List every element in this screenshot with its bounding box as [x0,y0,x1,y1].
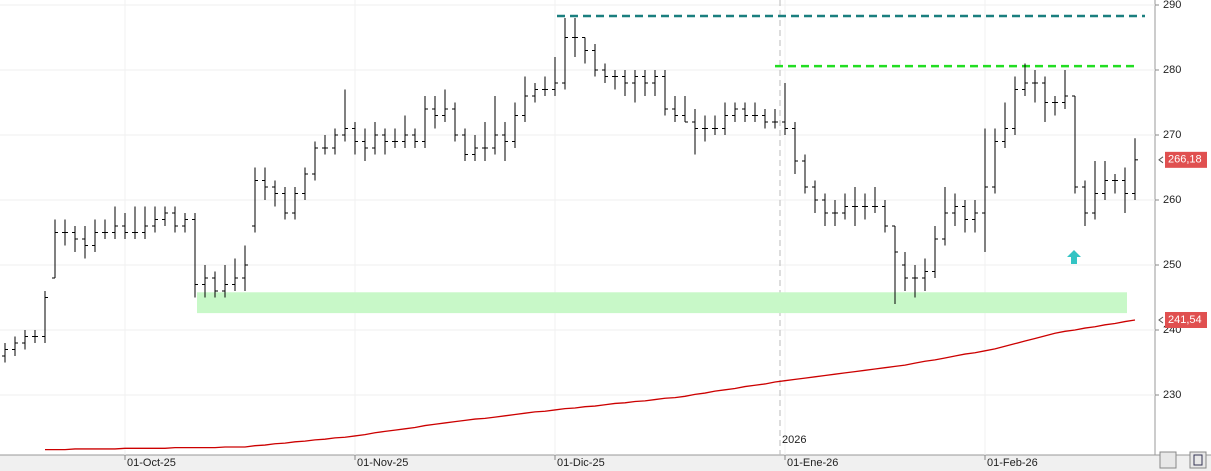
y-tick-label: 280 [1163,64,1181,76]
moving-average-line [45,319,1136,451]
up-arrow [1067,250,1081,264]
price-pointer [1158,156,1164,164]
x-tick-label: 01-Ene-26 [787,457,838,469]
y-tick-label: 270 [1163,129,1181,141]
price-label: 241,54 [1168,314,1202,326]
year-label: 2026 [782,434,806,446]
y-tick-label: 260 [1163,194,1181,206]
save-button[interactable] [1189,451,1207,469]
price-label-box [1165,151,1207,168]
zoom-button[interactable] [1159,451,1177,469]
x-axis-strip [0,455,1211,471]
plot-area [0,0,1155,455]
support-zone [197,292,1127,314]
x-tick-label: 01-Dic-25 [557,457,605,469]
x-tick-label: 01-Oct-25 [127,457,176,469]
price-label: 266,18 [1168,154,1202,166]
x-tick-label: 01-Nov-25 [357,457,408,469]
save-icon [1193,454,1203,466]
price-pointer [1158,316,1164,324]
x-tick-label: 01-Feb-26 [987,457,1038,469]
price-label-box [1165,311,1207,328]
y-tick-label: 230 [1163,389,1181,401]
y-tick-label: 290 [1163,0,1181,11]
y-tick-label: 250 [1163,259,1181,271]
y-axis-strip [1155,0,1211,455]
